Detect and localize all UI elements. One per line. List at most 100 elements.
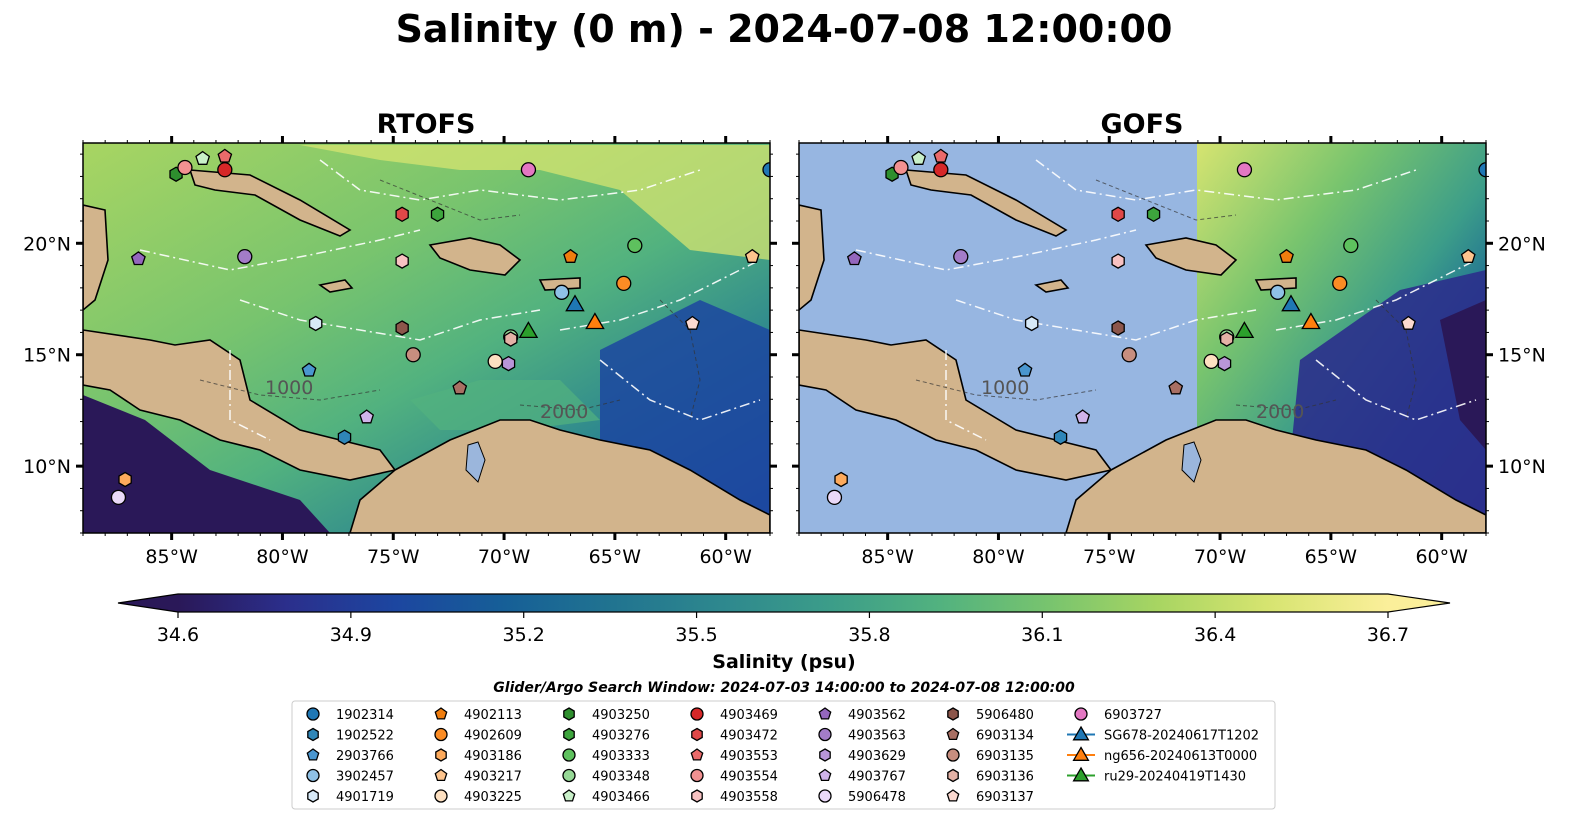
legend-marker-4903348 xyxy=(562,768,576,783)
legend-marker-ru29-20240419T1430 xyxy=(1072,766,1090,782)
rtofs-float-1902314 xyxy=(762,162,770,178)
rtofs-frame xyxy=(82,142,771,534)
gofs-y-tick-label: 15°N xyxy=(1498,345,1546,367)
legend-label-4902113: 4902113 xyxy=(464,708,522,723)
rtofs-float-5906480 xyxy=(395,320,409,336)
figure-title: Salinity (0 m) - 2024-07-08 12:00:00 xyxy=(396,7,1173,51)
rtofs-contour-label-1000: 1000 xyxy=(265,377,313,399)
legend-marker-4903276 xyxy=(563,727,575,742)
legend-marker-4903472 xyxy=(691,727,703,742)
gofs-float-4903333 xyxy=(1343,237,1359,254)
legend-marker-4901719 xyxy=(307,789,319,803)
legend-marker-6903137 xyxy=(946,789,960,802)
gofs-glider-ru29-20240419T1430 xyxy=(1234,321,1255,339)
rtofs-bathymetry-contours xyxy=(199,179,701,421)
legend-label-6903136: 6903136 xyxy=(976,770,1034,785)
gofs-float-4903558 xyxy=(1111,253,1125,269)
rtofs-float-6903135 xyxy=(405,347,421,363)
legend-marker-4903217 xyxy=(434,768,448,782)
gofs-float-4903217 xyxy=(1460,248,1476,263)
legend-entries: 1902314 1902522 2903766 3902457 4901719 49021… xyxy=(306,707,1259,805)
colorbar-tick-label: 35.5 xyxy=(675,624,717,646)
rtofs-float-4903629 xyxy=(501,355,516,372)
colorbar-tick-label: 36.7 xyxy=(1367,624,1409,646)
rtofs-float-6903137 xyxy=(685,315,700,330)
gofs-float-markers xyxy=(826,148,1486,505)
rtofs-float-4903767 xyxy=(359,409,375,424)
gofs-float-6903135 xyxy=(1121,347,1137,363)
rtofs-x-tick-label: 65°W xyxy=(589,546,642,568)
rtofs-float-3902457 xyxy=(554,284,570,300)
legend-marker-4903333 xyxy=(562,748,576,762)
rtofs-float-4903217 xyxy=(744,248,760,263)
legend-label-4903225: 4903225 xyxy=(464,790,522,805)
rtofs-float-4903333 xyxy=(627,237,643,254)
legend-label-5906480: 5906480 xyxy=(976,708,1034,723)
rtofs-float-markers xyxy=(110,148,770,505)
rtofs-x-tick-label: 60°W xyxy=(699,546,752,568)
legend-marker-ng656-20240613T0000 xyxy=(1072,746,1090,761)
gofs-float-1902522 xyxy=(1053,429,1068,445)
gofs-float-4903563 xyxy=(953,249,969,265)
legend-marker-4903225 xyxy=(434,789,448,803)
colorbar-tick-label: 34.6 xyxy=(157,624,199,646)
legend-label-4903217: 4903217 xyxy=(464,770,522,785)
legend-label-4903558: 4903558 xyxy=(720,790,778,805)
legend-label-4901719: 4901719 xyxy=(336,790,394,805)
gofs-float-4903554 xyxy=(893,159,909,176)
gofs-float-4902113 xyxy=(1279,248,1294,263)
rtofs-float-5906478 xyxy=(110,489,127,505)
legend-label-6903727: 6903727 xyxy=(1104,708,1162,723)
gofs-contour-label-2000: 2000 xyxy=(1256,401,1304,423)
legend-marker-4903466 xyxy=(562,789,576,802)
legend-label-4903186: 4903186 xyxy=(464,749,522,764)
gofs-float-4903767 xyxy=(1075,409,1091,424)
rtofs-y-tick-label: 15°N xyxy=(23,345,71,367)
rtofs-y-tick-label: 20°N xyxy=(23,233,71,255)
rtofs-float-4902609 xyxy=(616,275,632,292)
rtofs-pacific-fresh xyxy=(83,395,330,533)
colorbar-extend-low xyxy=(118,594,178,612)
panel-title-rtofs: RTOFS xyxy=(377,109,476,140)
gofs-float-4903472 xyxy=(1111,206,1125,223)
gofs-x-tick-label: 75°W xyxy=(1083,546,1136,568)
rtofs-glider-SG678-20240617T1202 xyxy=(565,294,585,312)
rtofs-x-tick-label: 75°W xyxy=(367,546,420,568)
gofs-axes: 85°W 80°W 75°W 70°W 65°W 60°W 10°N 15°N 20°N xyxy=(792,136,1546,568)
legend-label-6903134: 6903134 xyxy=(976,729,1034,744)
legend-label-4903554: 4903554 xyxy=(720,770,778,785)
rtofs-float-6903134 xyxy=(452,380,468,395)
legend: 1902314 1902522 2903766 3902457 4901719 49021… xyxy=(291,700,1276,810)
rtofs-float-4901719 xyxy=(308,315,323,332)
legend-marker-4902113 xyxy=(434,707,448,720)
search-window-text: Glider/Argo Search Window: 2024-07-03 14… xyxy=(493,680,1075,696)
rtofs-glider-ru29-20240419T1430 xyxy=(518,321,539,339)
colorbar-label: Salinity (psu) xyxy=(712,651,855,673)
legend-label-4903333: 4903333 xyxy=(592,749,650,764)
colorbar-tick-label: 35.8 xyxy=(848,624,890,646)
legend-label-4903466: 4903466 xyxy=(592,790,650,805)
gofs-float-4903466 xyxy=(911,150,927,165)
colorbar-extend-high xyxy=(1388,594,1450,612)
gofs-contour-label-1000: 1000 xyxy=(981,377,1029,399)
gofs-float-3902457 xyxy=(1270,284,1286,300)
legend-marker-6903134 xyxy=(946,727,960,741)
legend-label-4903250: 4903250 xyxy=(592,708,650,723)
gofs-float-4903553 xyxy=(933,148,949,163)
rtofs-float-4903225 xyxy=(487,353,503,370)
legend-marker-3902457 xyxy=(306,768,320,783)
legend-marker-SG678-20240617T1202 xyxy=(1072,725,1090,741)
legend-marker-4903250 xyxy=(563,707,575,721)
gofs-x-tick-label: 65°W xyxy=(1305,546,1358,568)
legend-label-4902609: 4902609 xyxy=(464,729,522,744)
legend-marker-1902522 xyxy=(307,727,319,742)
legend-marker-1902314 xyxy=(306,707,320,721)
gofs-float-4903225 xyxy=(1203,353,1219,370)
rtofs-float-4903276 xyxy=(430,206,445,223)
rtofs-float-4903562 xyxy=(130,251,146,266)
rtofs-float-4902113 xyxy=(563,248,578,263)
gofs-float-4903186 xyxy=(834,471,848,488)
colorbar-tick-label: 36.4 xyxy=(1194,624,1236,646)
colorbar-tick-label: 35.2 xyxy=(503,624,545,646)
